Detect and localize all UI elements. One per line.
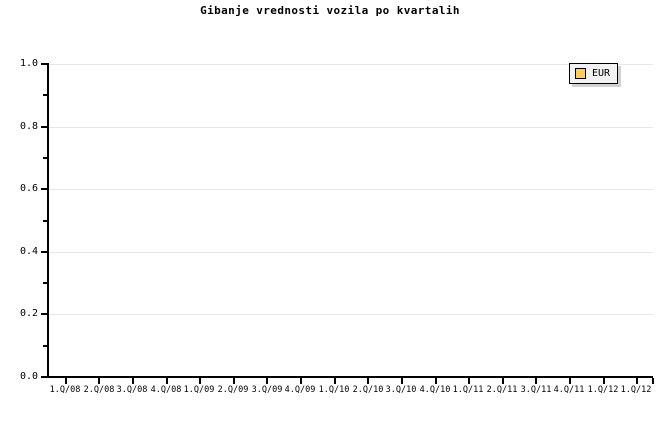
x-axis-tick <box>435 378 437 384</box>
x-axis-tick <box>367 378 369 384</box>
gridline-horizontal <box>48 64 653 65</box>
gridline-horizontal <box>48 126 653 128</box>
x-axis-tick <box>652 378 654 384</box>
y-axis-tick-minor <box>43 94 47 97</box>
x-axis-tick <box>166 378 168 384</box>
x-axis-label: 2.Q/10 <box>352 385 384 395</box>
x-axis-label: 4.Q/09 <box>284 385 316 395</box>
x-axis-tick <box>468 378 470 384</box>
y-axis-tick-minor <box>43 156 47 159</box>
x-axis-tick <box>132 378 134 384</box>
x-axis-label: 1.Q/12 <box>620 385 652 395</box>
x-axis-label: 1.Q/12 <box>587 385 619 395</box>
x-axis-label: 1.Q/09 <box>183 385 215 395</box>
y-axis-label: 1.0 <box>19 58 38 69</box>
x-axis-tick <box>98 378 100 384</box>
x-axis-tick <box>636 378 638 384</box>
legend-swatch-eur <box>575 68 586 79</box>
x-axis-tick <box>603 378 605 384</box>
x-axis-tick <box>233 378 235 384</box>
x-axis-label: 1.Q/08 <box>49 385 81 395</box>
x-axis-label: 3.Q/11 <box>520 385 552 395</box>
x-axis-tick <box>535 378 537 384</box>
y-axis-tick-major <box>41 250 47 253</box>
x-axis-label: 2.Q/11 <box>486 385 518 395</box>
x-axis-label: 1.Q/11 <box>452 385 484 395</box>
y-axis-tick-minor <box>43 282 47 285</box>
x-axis-tick <box>65 378 67 384</box>
y-axis-label: 0.6 <box>19 183 38 195</box>
y-axis-label: 0.0 <box>19 371 38 382</box>
y-axis-tick-major <box>41 125 47 128</box>
y-axis-line <box>47 63 49 378</box>
x-axis-tick <box>199 378 201 384</box>
x-axis-line <box>47 376 653 378</box>
x-axis-label: 4.Q/10 <box>419 385 451 395</box>
y-axis-label: 0.2 <box>19 308 38 320</box>
x-axis-tick <box>300 378 302 384</box>
plot-area <box>48 64 653 378</box>
gridline-horizontal <box>48 189 653 191</box>
y-axis-tick-major <box>41 63 47 65</box>
x-axis-label: 1.Q/10 <box>318 385 350 395</box>
y-axis-tick-major <box>41 313 47 316</box>
x-axis-label: 2.Q/09 <box>217 385 249 395</box>
x-axis-label: 3.Q/08 <box>116 385 148 395</box>
y-axis-label: 0.4 <box>19 245 38 257</box>
gridline-horizontal <box>48 314 653 316</box>
y-axis-tick-minor <box>43 219 47 222</box>
gridline-horizontal <box>48 251 653 253</box>
x-axis-tick <box>266 378 268 384</box>
x-axis-tick <box>401 378 403 384</box>
x-axis-tick <box>569 378 571 384</box>
y-axis-label: 0.8 <box>19 120 38 132</box>
x-axis-label: 3.Q/10 <box>385 385 417 395</box>
x-axis-label: 4.Q/11 <box>553 385 585 395</box>
y-axis-tick-major <box>41 188 47 191</box>
y-axis-tick-minor <box>43 344 47 347</box>
x-axis-label: 3.Q/09 <box>251 385 283 395</box>
chart-legend: EUR <box>569 63 619 84</box>
x-axis-label: 2.Q/08 <box>83 385 115 395</box>
legend-label-eur: EUR <box>592 68 611 79</box>
x-axis-tick <box>502 378 504 384</box>
y-axis-tick-major <box>41 376 47 378</box>
chart-title: Gibanje vrednosti vozila po kvartalih <box>200 4 460 17</box>
x-axis-label: 4.Q/08 <box>150 385 182 395</box>
x-axis-tick <box>334 378 336 384</box>
